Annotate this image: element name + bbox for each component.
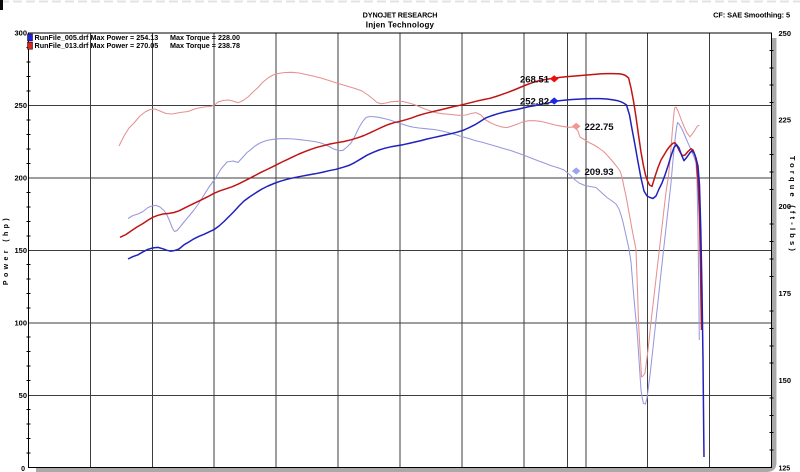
svg-text:Injen Technology: Injen Technology	[366, 21, 435, 30]
svg-text:150: 150	[779, 376, 792, 385]
svg-text:200: 200	[779, 202, 792, 211]
svg-text:222.75: 222.75	[585, 122, 615, 133]
svg-text:DYNOJET RESEARCH: DYNOJET RESEARCH	[363, 11, 438, 20]
svg-text:125: 125	[779, 466, 791, 472]
svg-text:50: 50	[19, 391, 27, 400]
svg-text:Max Power = 270.05: Max Power = 270.05	[91, 41, 159, 50]
svg-text:300: 300	[14, 29, 27, 38]
svg-text:100: 100	[14, 319, 27, 328]
svg-text:Power (hp): Power (hp)	[3, 215, 10, 285]
svg-text:Torque (ft-lbs): Torque (ft-lbs)	[788, 156, 797, 254]
svg-text:0: 0	[21, 466, 25, 472]
svg-text:RunFile_013.drf: RunFile_013.drf	[35, 41, 90, 50]
svg-text:268.51: 268.51	[520, 75, 550, 86]
svg-text:200: 200	[14, 174, 27, 183]
svg-text:250: 250	[14, 101, 27, 110]
svg-text:175: 175	[779, 289, 792, 298]
svg-text:250: 250	[779, 29, 792, 38]
svg-text:209.93: 209.93	[585, 167, 614, 178]
svg-text:252.82: 252.82	[520, 97, 549, 108]
svg-text:CF: SAE Smoothing: 5: CF: SAE Smoothing: 5	[713, 11, 790, 20]
svg-text:RunFile_005.drf: RunFile_005.drf	[35, 33, 90, 42]
svg-text:150: 150	[14, 246, 27, 255]
svg-text:Max Power = 254.13: Max Power = 254.13	[91, 33, 159, 42]
svg-text:Max Torque = 238.78: Max Torque = 238.78	[170, 41, 240, 50]
svg-text:225: 225	[779, 115, 792, 124]
svg-text:Max Torque = 228.00: Max Torque = 228.00	[170, 33, 240, 42]
